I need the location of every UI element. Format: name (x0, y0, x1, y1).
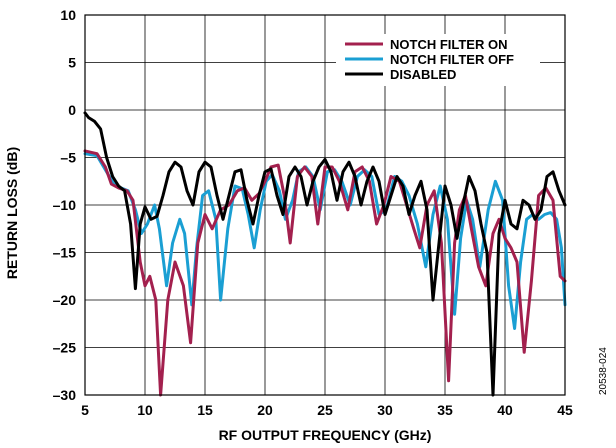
x-tick-label: 10 (137, 402, 153, 418)
y-tick-label: –15 (53, 245, 77, 261)
y-axis-title: RETURN LOSS (dB) (4, 147, 20, 279)
legend-label-notch-filter-on: NOTCH FILTER ON (390, 37, 507, 52)
y-tick-label: –20 (53, 292, 77, 308)
y-tick-label: –25 (53, 340, 77, 356)
y-tick-label: 0 (68, 102, 76, 118)
x-tick-label: 40 (497, 402, 513, 418)
y-tick-label: –30 (53, 387, 77, 403)
series-layer (83, 111, 567, 397)
tick-labels: 5 10 15 20 25 30 35 40 45 10 5 0 –5 –10 –15 –20 –25 –30 (53, 7, 573, 418)
series-line-notch-filter-off (83, 152, 567, 330)
legend-label-disabled: DISABLED (390, 67, 456, 82)
x-axis-title: RF OUTPUT FREQUENCY (GHz) (219, 427, 432, 443)
x-tick-label: 25 (317, 402, 333, 418)
x-tick-label: 35 (437, 402, 453, 418)
x-tick-label: 15 (197, 402, 213, 418)
x-tick-label: 45 (557, 402, 573, 418)
legend-label-notch-filter-off: NOTCH FILTER OFF (390, 52, 514, 67)
y-tick-label: 10 (60, 7, 76, 23)
plot-frame (84, 14, 566, 396)
x-tick-label: 5 (81, 402, 89, 418)
x-tick-label: 20 (257, 402, 273, 418)
figure-id: 20538-024 (598, 347, 609, 395)
series-line-disabled (83, 111, 567, 397)
y-tick-label: –5 (60, 150, 76, 166)
y-tick-label: 5 (68, 55, 76, 71)
y-tick-label: –10 (53, 197, 77, 213)
x-tick-label: 30 (377, 402, 393, 418)
